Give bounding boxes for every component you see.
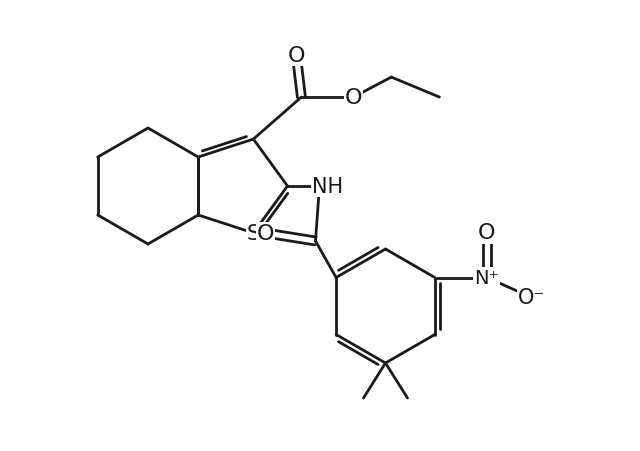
Text: S: S [247, 223, 260, 244]
Text: O: O [257, 224, 274, 244]
Text: O: O [478, 223, 495, 243]
Text: O: O [345, 88, 362, 108]
Text: NH: NH [312, 177, 343, 197]
Text: O⁻: O⁻ [518, 288, 545, 308]
Text: N⁺: N⁺ [474, 268, 499, 287]
Text: O: O [287, 46, 305, 66]
